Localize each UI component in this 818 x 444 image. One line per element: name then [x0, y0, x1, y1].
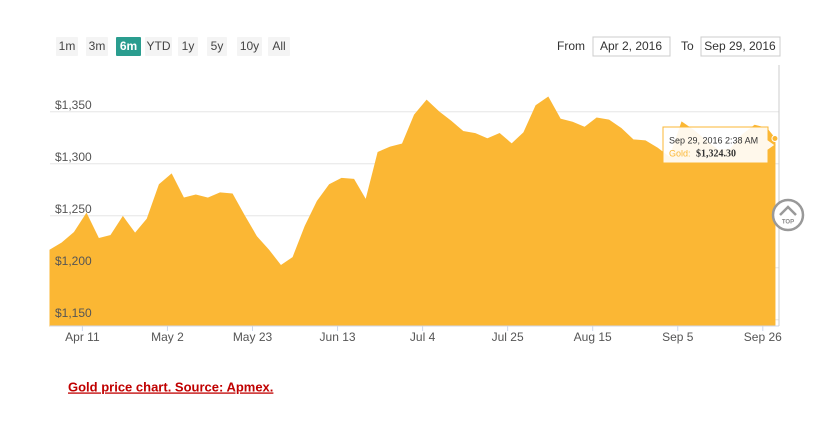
- x-tick-label: May 23: [233, 330, 273, 344]
- range-button[interactable]: 5y: [207, 37, 227, 56]
- range-button-label: 5y: [211, 39, 224, 53]
- tooltip-series: Gold:: [669, 148, 691, 158]
- range-button[interactable]: 3m: [86, 37, 108, 56]
- x-tick-label: Sep 5: [662, 330, 694, 344]
- x-tick-label: Jul 4: [410, 330, 436, 344]
- to-label: To: [681, 39, 694, 53]
- range-button[interactable]: 6m: [116, 37, 141, 56]
- range-button[interactable]: 1y: [178, 37, 198, 56]
- range-button-bg: [207, 37, 227, 56]
- range-button-label: 1m: [59, 39, 76, 53]
- to-input[interactable]: [700, 36, 781, 57]
- range-button-label: 10y: [240, 39, 259, 53]
- y-tick-label: $1,300: [55, 150, 92, 164]
- tooltip-date: Sep 29, 2016 2:38 AM: [669, 135, 758, 145]
- range-button-label: All: [272, 39, 285, 53]
- x-tick-label: May 2: [151, 330, 184, 344]
- range-button[interactable]: 1m: [56, 37, 78, 56]
- range-button-bg: [237, 37, 262, 56]
- to-value: Sep 29, 2016: [704, 39, 776, 53]
- y-tick-label: $1,200: [55, 254, 92, 268]
- x-tick-label: Sep 26: [744, 330, 782, 344]
- range-button-bg: [178, 37, 198, 56]
- range-button-bg: [56, 37, 78, 56]
- caption: Gold price chart. Source: Apmex.: [68, 379, 273, 394]
- range-button-label: YTD: [147, 39, 171, 53]
- range-button-bg: [268, 37, 290, 56]
- range-button-bg: [116, 37, 141, 56]
- x-tick-label: Jun 13: [320, 330, 356, 344]
- range-button-label: 6m: [120, 39, 137, 53]
- top-button-ring: [771, 198, 805, 232]
- range-button[interactable]: 10y: [237, 37, 262, 56]
- hover-point: [771, 135, 779, 143]
- from-value: Apr 2, 2016: [600, 39, 662, 53]
- top-button-arrow: [779, 205, 797, 216]
- range-button-label: 1y: [182, 39, 195, 53]
- range-button-bg: [145, 37, 172, 56]
- y-tick-label: $1,150: [55, 306, 92, 320]
- range-button[interactable]: YTD: [145, 37, 172, 56]
- x-tick-label: Jul 25: [492, 330, 524, 344]
- tooltip-value: $1,324.30: [696, 148, 736, 159]
- range-button-label: 3m: [89, 39, 106, 53]
- y-tick-label: $1,250: [55, 202, 92, 216]
- top-button-label: TOP: [782, 220, 794, 226]
- top-button[interactable]: TOP: [771, 198, 805, 232]
- x-tick-label: Aug 15: [574, 330, 612, 344]
- from-input[interactable]: [592, 36, 671, 57]
- y-tick-label: $1,350: [55, 98, 92, 112]
- range-button[interactable]: All: [268, 37, 290, 56]
- range-button-bg: [86, 37, 108, 56]
- x-tick-label: Apr 11: [65, 330, 100, 344]
- from-label: From: [557, 39, 585, 53]
- tooltip-box: [662, 126, 776, 164]
